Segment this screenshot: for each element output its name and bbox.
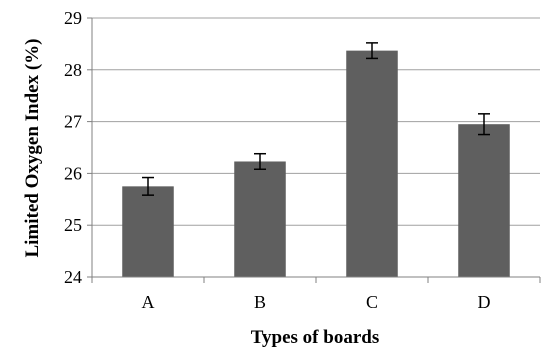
y-tick-label: 24 (64, 267, 82, 287)
y-tick-label: 25 (64, 215, 82, 235)
y-axis-title: Limited Oxygen Index (%) (22, 38, 43, 257)
error-bar-D (478, 113, 490, 136)
axes (87, 17, 541, 283)
bar-A (122, 186, 174, 277)
bars (122, 42, 510, 277)
x-tick-label-C: C (366, 292, 378, 312)
tick-labels: 24 25 26 27 28 29 A B C D (64, 8, 491, 312)
y-tick-label: 27 (64, 112, 82, 132)
error-bar-C (366, 42, 378, 60)
x-axis-title: Types of boards (251, 327, 379, 348)
x-tick-label-B: B (254, 292, 266, 312)
y-tick-label: 26 (64, 163, 82, 183)
y-tick-label: 28 (64, 60, 82, 80)
y-tick-label: 29 (64, 8, 82, 28)
error-bar-A (142, 176, 154, 196)
error-bar-B (254, 152, 266, 171)
bar-B (234, 161, 286, 277)
bar-D (458, 124, 510, 277)
x-tick-label-D: D (478, 292, 491, 312)
x-tick-label-A: A (142, 292, 155, 312)
bar-C (346, 50, 398, 277)
